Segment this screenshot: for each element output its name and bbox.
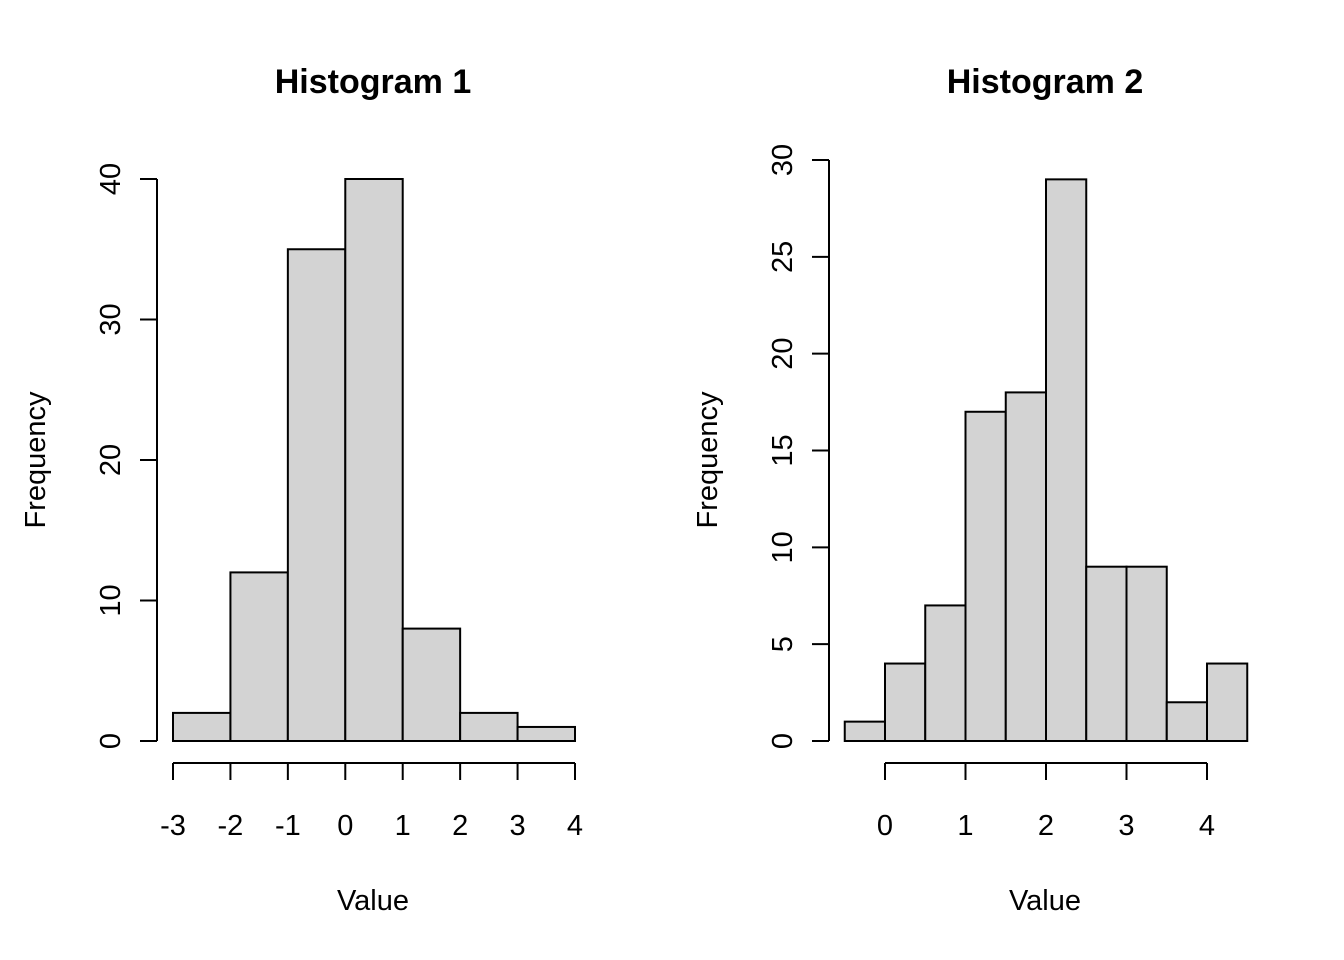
y-tick-label: 20 [767,338,799,370]
histogram-bar [1004,391,1047,742]
x-axis-label: Value [1009,885,1081,917]
y-axis-label: Frequency [692,391,724,529]
y-tick-label: 40 [95,163,127,195]
x-tick-label: 3 [510,810,526,842]
x-tick-label: 1 [395,810,411,842]
histogram-bar [1165,701,1208,742]
x-tick-label: -3 [160,810,186,842]
x-tick-label: 0 [337,810,353,842]
histogram-bar [459,711,519,743]
y-tick-label: 10 [767,531,799,563]
histogram-2-panel: Histogram 2 0 5 10 15 20 25 30 0 1 2 3 4 Value Frequen… [692,63,1249,917]
chart-title: Histogram 1 [275,63,472,101]
histogram-bar [172,711,232,743]
histogram-bar [1045,178,1088,743]
histogram-bar [1206,662,1249,742]
y-tick-label: 30 [767,144,799,176]
histogram-bar [843,720,886,743]
histogram-bar [924,604,967,743]
x-tick-label: 2 [1038,810,1054,842]
y-tick-label: 20 [95,444,127,476]
x-tick-label: -1 [275,810,301,842]
x-tick-label: -2 [218,810,244,842]
histogram-bar [884,662,927,742]
y-tick-label: 0 [767,733,799,749]
histogram-bar [964,410,1007,742]
y-tick-label: 5 [767,636,799,652]
x-tick-label: 2 [452,810,468,842]
histogram-bar [401,627,462,742]
x-axis-label: Value [337,885,409,917]
y-tick-label: 10 [95,584,127,616]
y-tick-label: 0 [95,733,127,749]
y-tick-label: 15 [767,434,799,466]
histogram-bar [1125,565,1168,743]
histogram-bar [1085,565,1128,743]
histogram-bar [286,248,347,742]
x-tick-label: 3 [1118,810,1134,842]
histogram-bar [344,178,404,742]
y-tick-label: 30 [95,303,127,335]
y-tick-label: 25 [767,241,799,273]
x-tick-label: 4 [567,810,583,842]
x-tick-label: 4 [1199,810,1215,842]
histogram-bar [229,571,289,743]
histogram-bar [516,725,576,743]
x-tick-label: 0 [877,810,893,842]
x-tick-label: 1 [957,810,973,842]
chart-title: Histogram 2 [947,63,1144,101]
y-axis-label: Frequency [20,391,52,529]
histogram-1-panel: Histogram 1 0 10 20 30 40 -3 -2 -1 0 1 2 3 4 Value Freq… [20,63,583,917]
